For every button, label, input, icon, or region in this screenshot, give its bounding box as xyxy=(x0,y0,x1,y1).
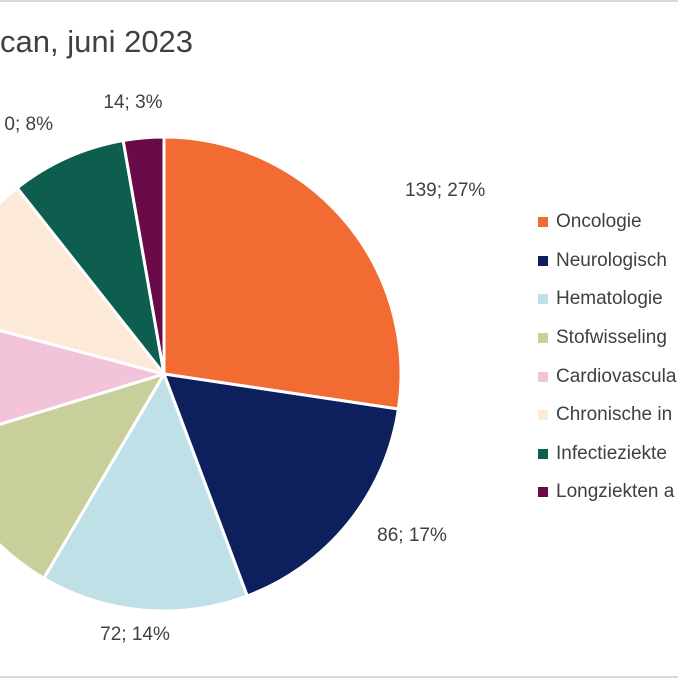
legend-label: Hematologie xyxy=(556,288,663,310)
legend-swatch xyxy=(538,333,548,344)
legend-label: Oncologie xyxy=(556,211,642,233)
pie-slice-3 xyxy=(42,372,249,613)
legend-label: Neurologisch xyxy=(556,249,667,271)
data-label-1: 139; 27% xyxy=(405,180,485,201)
chart-title: can, juni 2023 xyxy=(0,24,194,59)
pie-slice-2 xyxy=(162,372,400,598)
legend-label: Infectieziekte xyxy=(556,442,667,464)
legend-item-7: Infectieziekte xyxy=(538,435,676,474)
legend-item-8: Longziekten a xyxy=(538,473,676,512)
pie-slice-6 xyxy=(0,186,166,376)
data-label-3: 72; 14% xyxy=(100,624,170,645)
legend-swatch xyxy=(538,255,548,266)
legend-label: Chronische in xyxy=(556,404,673,426)
legend-swatch xyxy=(538,294,548,305)
legend-swatch xyxy=(538,448,548,459)
legend-item-4: Stofwisseling xyxy=(538,319,676,358)
legend-label: Cardiovascula xyxy=(556,365,677,387)
data-label-2: 86; 17% xyxy=(377,525,447,546)
legend-label: Stofwisseling xyxy=(556,327,667,349)
legend-swatch xyxy=(538,217,548,228)
pie-slice-8 xyxy=(121,135,166,376)
legend-item-2: Neurologisch xyxy=(538,242,676,281)
pie-slice-7 xyxy=(15,139,166,376)
legend-swatch xyxy=(538,371,548,382)
legend-item-6: Chronische in xyxy=(538,396,676,435)
data-label-8: 14; 3% xyxy=(103,92,162,113)
legend-item-3: Hematologie xyxy=(538,280,676,319)
legend-swatch xyxy=(538,487,548,498)
pie-slice-5 xyxy=(0,328,166,426)
pie-slice-4 xyxy=(0,372,166,580)
legend-item-1: Oncologie xyxy=(538,203,676,242)
legend: Oncologie Neurologisch Hematologie Stofwiss… xyxy=(538,203,676,512)
legend-label: Longziekten a xyxy=(556,481,675,503)
data-label-7: 0; 8% xyxy=(4,114,53,135)
pie-slice-1 xyxy=(162,135,403,411)
legend-swatch xyxy=(538,410,548,421)
legend-item-5: Cardiovascula xyxy=(538,357,676,396)
